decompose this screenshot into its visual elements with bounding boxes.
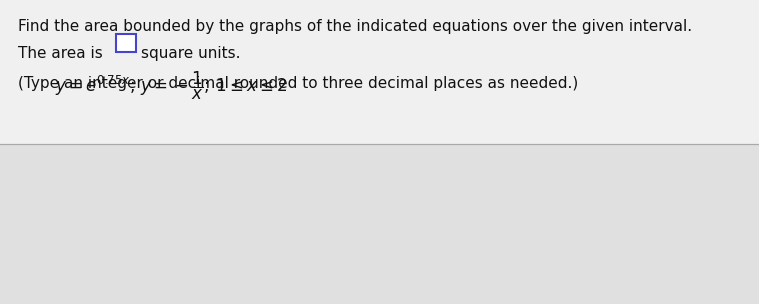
Text: square units.: square units. bbox=[141, 46, 241, 61]
Text: The area is: The area is bbox=[18, 46, 102, 61]
Text: (Type an integer or decimal rounded to three decimal places as needed.): (Type an integer or decimal rounded to t… bbox=[18, 76, 578, 91]
FancyBboxPatch shape bbox=[116, 34, 136, 52]
Bar bbox=[0, 144, 759, 304]
Text: Find the area bounded by the graphs of the indicated equations over the given in: Find the area bounded by the graphs of t… bbox=[18, 19, 692, 34]
Text: $y=e^{0.75x}$$;\,y=-\dfrac{1}{x};\,1\leq x\leq 2$: $y=e^{0.75x}$$;\,y=-\dfrac{1}{x};\,1\leq… bbox=[55, 70, 288, 102]
Bar bbox=[0, 0, 759, 144]
